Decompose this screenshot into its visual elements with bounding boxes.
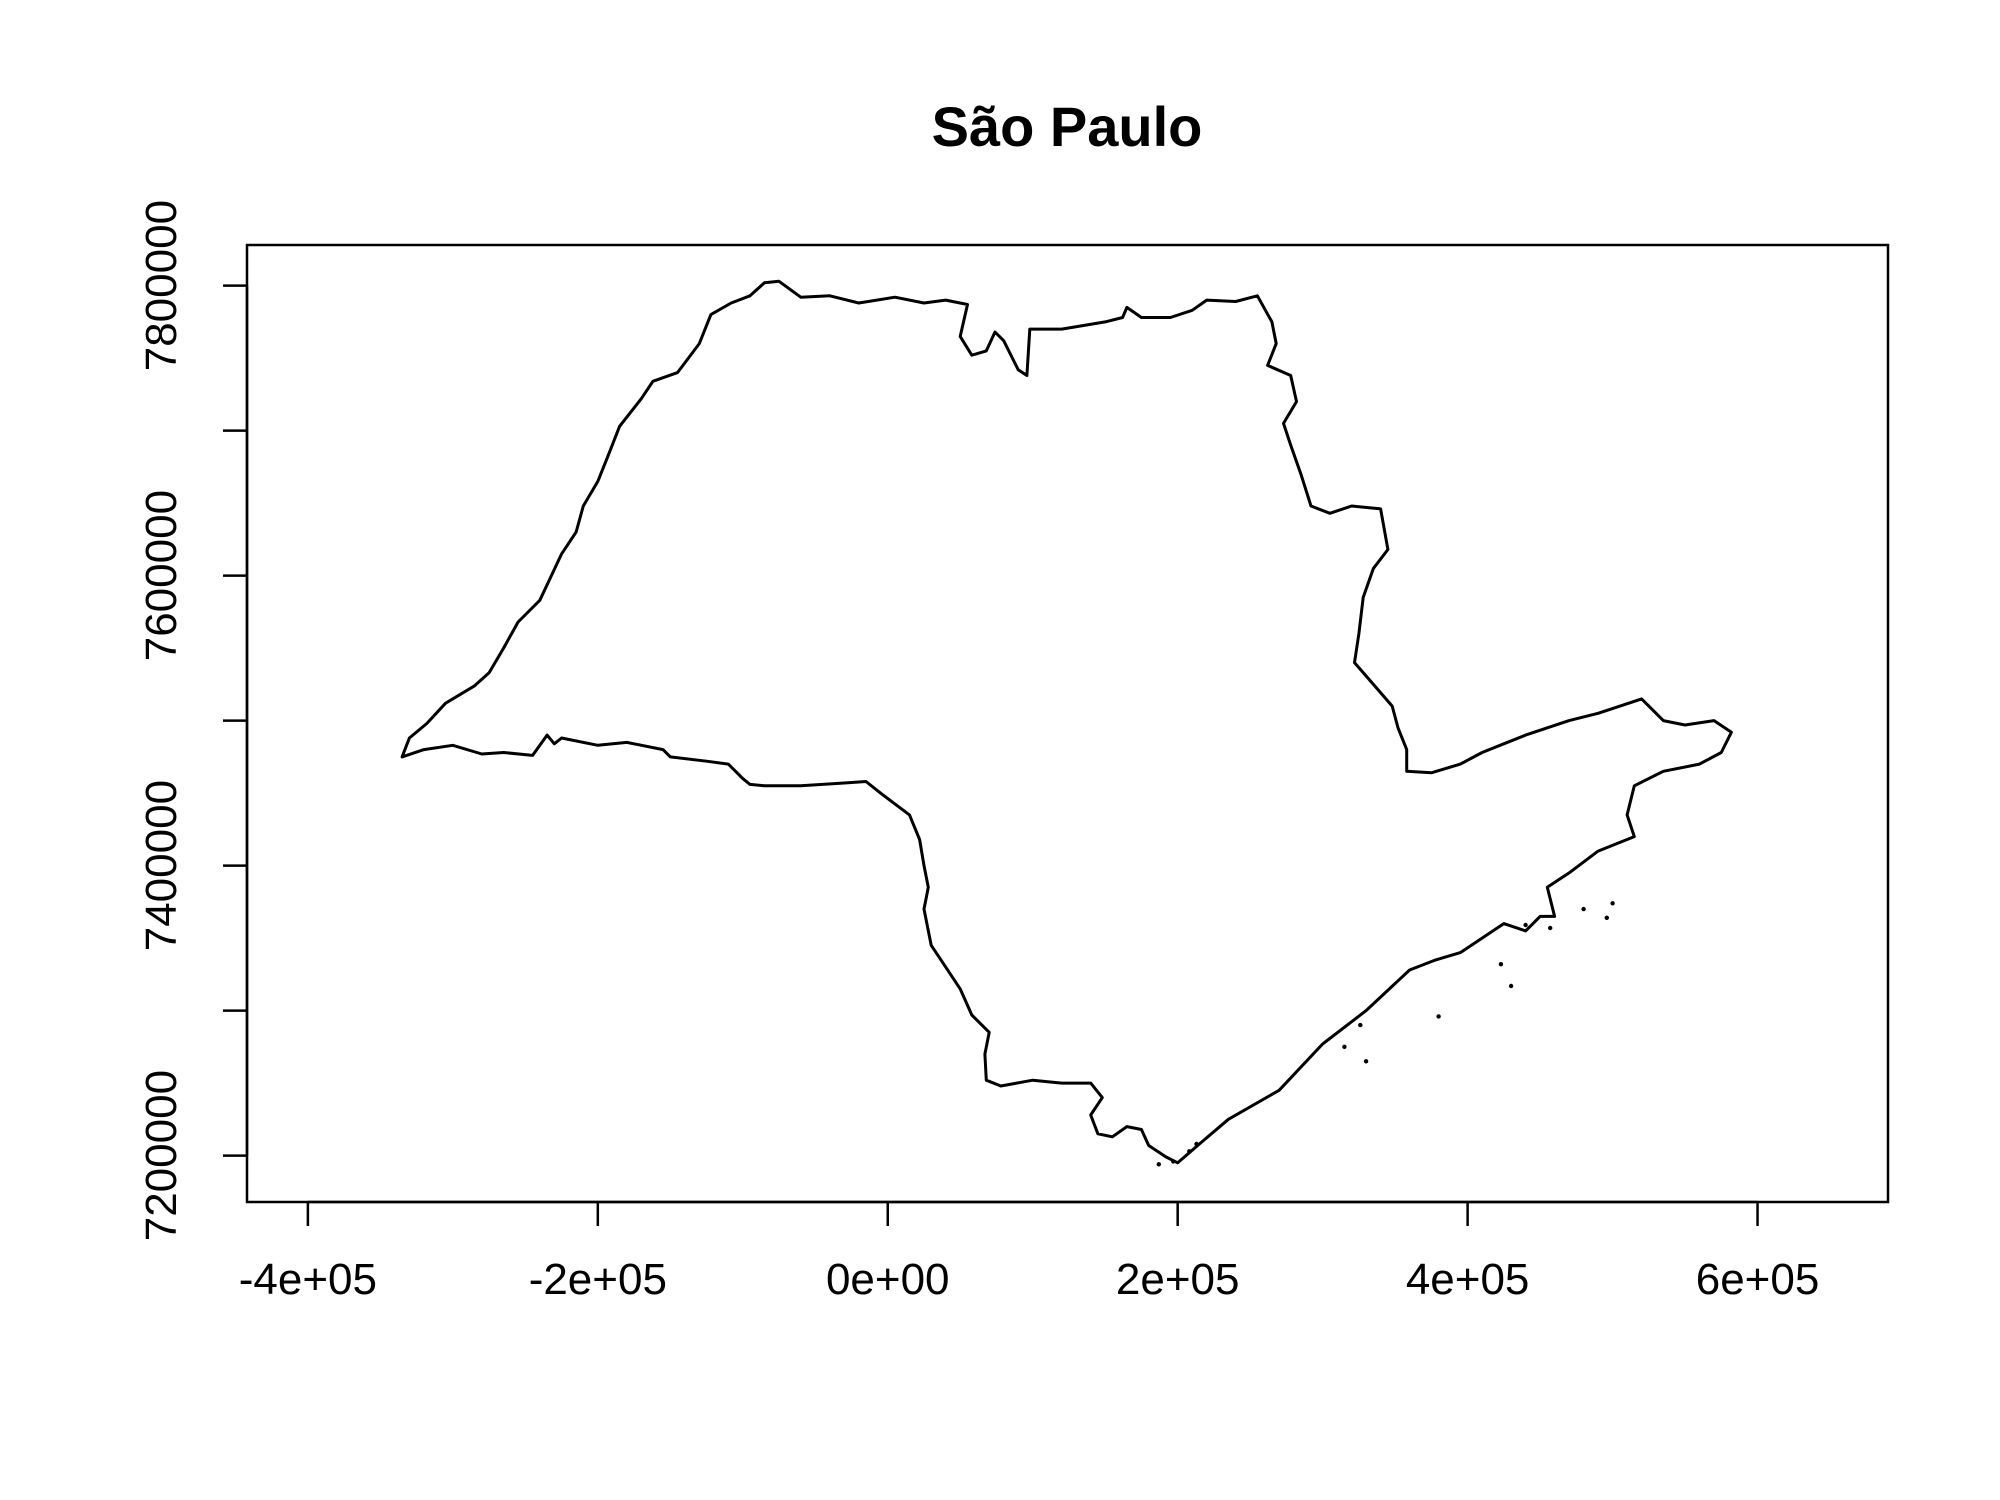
y-tick-label: 7600000 — [137, 490, 186, 661]
islet — [1363, 1059, 1369, 1064]
y-axis: 7200000 7400000 7600000 7800000 — [137, 200, 249, 1241]
plot-frame — [245, 243, 1890, 1204]
islet — [1523, 922, 1528, 928]
x-axis: -4e+05 -2e+05 0e+00 2e+05 4e+05 6e+05 — [239, 1200, 1820, 1304]
y-tick-label: 7800000 — [137, 200, 186, 371]
x-tick-label: 6e+05 — [1696, 1255, 1820, 1304]
islet — [1342, 1044, 1347, 1050]
islet — [1610, 901, 1615, 906]
islet — [1171, 1159, 1176, 1164]
islet — [1436, 1014, 1441, 1019]
islet — [1508, 983, 1514, 989]
islet — [1604, 915, 1610, 920]
state-boundary — [400, 279, 1733, 1165]
y-tick-label: 7400000 — [137, 780, 186, 951]
plot-title: São Paulo — [932, 95, 1203, 158]
y-tick-label: 7200000 — [137, 1070, 186, 1241]
x-tick-label: -2e+05 — [529, 1255, 667, 1304]
islet — [1194, 1141, 1199, 1147]
islet — [1187, 1149, 1192, 1154]
map-layer — [400, 279, 1733, 1167]
x-tick-label: 0e+00 — [826, 1255, 950, 1304]
islet — [1498, 962, 1504, 967]
islet — [1548, 925, 1553, 931]
x-tick-label: 2e+05 — [1116, 1255, 1240, 1304]
x-tick-label: -4e+05 — [239, 1255, 377, 1304]
x-tick-label: 4e+05 — [1406, 1255, 1530, 1304]
islet — [1156, 1162, 1162, 1167]
islet — [1358, 1022, 1363, 1028]
islet — [1581, 906, 1586, 912]
